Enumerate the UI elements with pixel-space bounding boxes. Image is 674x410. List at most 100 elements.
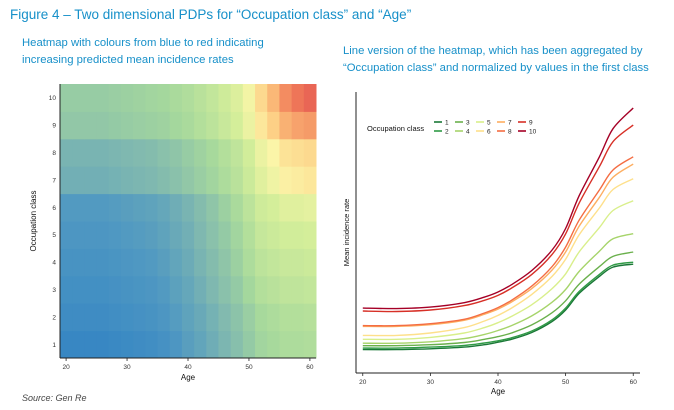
heatmap-cell (157, 248, 171, 277)
heatmap-cell (120, 275, 134, 304)
heatmap-cell (72, 193, 85, 222)
heatmap-cell (96, 166, 110, 195)
line-x-tick-label: 20 (359, 379, 367, 386)
heatmap-cell (169, 193, 183, 222)
heatmap-cell (242, 166, 256, 195)
heatmap-x-tick-label: 40 (184, 364, 192, 371)
heatmap-cell (194, 221, 207, 249)
heatmap-cell (60, 193, 73, 222)
heatmap-cell (267, 193, 280, 222)
heatmap-cell (255, 84, 268, 112)
heatmap-cell (120, 193, 134, 222)
heatmap-cell (72, 330, 85, 359)
heatmap-cell (60, 84, 73, 112)
heatmap-cell (279, 111, 293, 140)
heatmap-cell (255, 221, 268, 249)
heatmap-cell (120, 111, 134, 140)
heatmap-y-tick-label: 3 (52, 287, 56, 294)
heatmap-cell (303, 275, 317, 304)
heatmap-cell (194, 303, 207, 332)
heatmap-y-tick-label: 10 (49, 95, 57, 102)
line-series-9 (362, 124, 634, 313)
line-x-axis-label: Age (491, 387, 506, 396)
heatmap-cell (72, 166, 85, 195)
heatmap-cell (181, 275, 195, 304)
heatmap-cell (206, 193, 219, 222)
heatmap-cells (60, 84, 317, 359)
heatmap-cell (194, 275, 207, 304)
heatmap-cell (181, 193, 195, 222)
heatmap-cell (267, 248, 280, 277)
heatmap-y-tick-label: 6 (52, 205, 56, 212)
heatmap-cell (279, 84, 293, 112)
heatmap-cell (108, 248, 122, 277)
heatmap-y-tick-label: 4 (52, 260, 56, 267)
heatmap-cell (133, 111, 146, 140)
heatmap-cell (60, 330, 73, 359)
heatmap-cell (291, 303, 305, 332)
heatmap-cell (181, 166, 195, 195)
heatmap-cell (218, 221, 232, 249)
legend-label-2: 2 (445, 129, 449, 136)
heatmap-cell (267, 303, 280, 332)
line-series-5 (362, 200, 634, 341)
heatmap-cell (255, 330, 268, 359)
heatmap-cell (242, 303, 256, 332)
heatmap-cell (291, 193, 305, 222)
heatmap-cell (157, 221, 171, 249)
line-series-2 (362, 261, 634, 349)
heatmap-y-tick-label: 5 (52, 232, 56, 239)
heatmap-cell (96, 84, 110, 112)
heatmap-cell (267, 166, 280, 195)
heatmap-cell (242, 138, 256, 167)
heatmap-y-tick-label: 2 (52, 314, 56, 321)
heatmap-cell (194, 138, 207, 167)
heatmap-cell (194, 111, 207, 140)
heatmap-cell (230, 330, 244, 359)
line-x-tick-label: 60 (630, 379, 638, 386)
heatmap-cell (181, 84, 195, 112)
heatmap-cell (145, 303, 159, 332)
line-y-axis-label: Mean incidence rate (342, 199, 351, 267)
heatmap-cell (84, 330, 98, 359)
heatmap-cell (145, 111, 159, 140)
heatmap-cell (255, 166, 268, 195)
heatmap-cell (218, 193, 232, 222)
heatmap-cell (60, 248, 73, 277)
heatmap-cell (303, 248, 317, 277)
heatmap-cell (181, 111, 195, 140)
heatmap-y-tick-label: 1 (52, 342, 56, 349)
heatmap-cell (157, 111, 171, 140)
heatmap-cell (230, 138, 244, 167)
heatmap-cell (108, 275, 122, 304)
heatmap-cell (169, 248, 183, 277)
heatmap-cell (230, 221, 244, 249)
heatmap-cell (279, 248, 293, 277)
heatmap-cell (157, 84, 171, 112)
heatmap-cell (157, 138, 171, 167)
heatmap-cell (291, 84, 305, 112)
heatmap-cell (242, 330, 256, 359)
heatmap-cell (267, 138, 280, 167)
heatmap-subtitle-line: Heatmap with colours from blue to red in… (22, 37, 264, 49)
heatmap-cell (133, 248, 146, 277)
heatmap-cell (84, 166, 98, 195)
legend-label-4: 4 (466, 129, 470, 136)
line-legend: Occupation class 1 2 3 4 5 6 7 8 9 10 (367, 120, 537, 136)
heatmap-cell (255, 248, 268, 277)
heatmap-cell (230, 275, 244, 304)
heatmap-cell (291, 138, 305, 167)
heatmap-cell (60, 303, 73, 332)
heatmap-cell (218, 303, 232, 332)
heatmap-cell (108, 221, 122, 249)
heatmap-cell (303, 303, 317, 332)
legend-label-5: 5 (487, 120, 491, 127)
heatmap-cell (120, 303, 134, 332)
heatmap-cell (230, 84, 244, 112)
heatmap-cell (84, 111, 98, 140)
heatmap-cell (206, 248, 219, 277)
heatmap-cell (169, 275, 183, 304)
heatmap-cell (218, 330, 232, 359)
heatmap-cell (303, 193, 317, 222)
